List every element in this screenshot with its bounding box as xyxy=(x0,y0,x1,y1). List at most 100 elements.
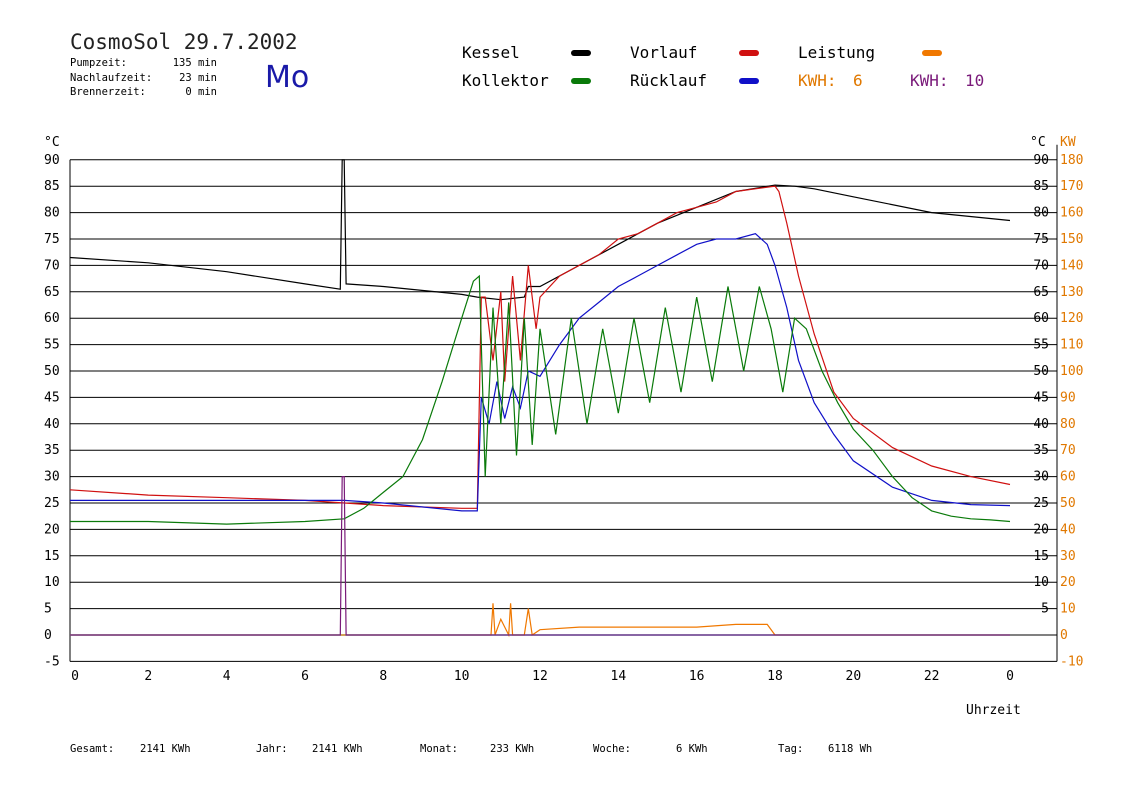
x-tick: 18 xyxy=(767,669,783,684)
y-tick-right: 45 xyxy=(1033,390,1049,405)
y-tick-right: 15 xyxy=(1033,549,1049,564)
y-tick-left: 75 xyxy=(44,232,60,247)
y-tick-kw: 170 xyxy=(1060,179,1083,194)
footer-tag-value: 6118 Wh xyxy=(828,743,873,755)
y-tick-right: 85 xyxy=(1033,179,1049,194)
footer-woche-label: Woche: xyxy=(593,743,631,755)
y-tick-right: 75 xyxy=(1033,232,1049,247)
legend-kwh1-value: 6 xyxy=(853,71,863,90)
series-line-kessel xyxy=(69,159,1011,301)
y-tick-kw: -10 xyxy=(1060,654,1083,669)
y-tick-left: 60 xyxy=(44,311,60,326)
legend-vorlauf-label: Vorlauf xyxy=(630,43,698,62)
legend-ruecklauf-swatch xyxy=(739,78,759,84)
tick-layer: -505101520253035404550556065707580859051… xyxy=(44,153,1083,684)
y-tick-right: 80 xyxy=(1033,206,1049,221)
stat-label-brennerzeit: Brennerzeit: xyxy=(70,86,146,98)
x-tick: 6 xyxy=(301,669,309,684)
y-tick-kw: 0 xyxy=(1060,628,1068,643)
y-tick-kw: 70 xyxy=(1060,443,1076,458)
legend-kollektor-swatch xyxy=(571,78,591,84)
y-tick-right: 5 xyxy=(1041,602,1049,617)
footer-woche-value: 6 KWh xyxy=(676,743,708,755)
series-line-kollektor xyxy=(70,274,1011,525)
stat-value-nachlaufzeit: 23 min xyxy=(179,72,217,84)
legend-leistung-label: Leistung xyxy=(798,43,876,62)
y-tick-kw: 140 xyxy=(1060,258,1083,273)
y-tick-right: 70 xyxy=(1033,258,1049,273)
footer-monat-label: Monat: xyxy=(420,743,458,755)
x-tick: 14 xyxy=(611,669,627,684)
y-tick-kw: 160 xyxy=(1060,206,1083,221)
y-tick-kw: 130 xyxy=(1060,285,1083,300)
y-tick-left: 20 xyxy=(44,522,60,537)
y-tick-kw: 40 xyxy=(1060,522,1076,537)
y-tick-right: 65 xyxy=(1033,285,1049,300)
y-tick-left: 50 xyxy=(44,364,60,379)
y-tick-kw: 100 xyxy=(1060,364,1083,379)
y-tick-left: 55 xyxy=(44,338,60,353)
y-tick-left: 80 xyxy=(44,206,60,221)
stat-label-pumpzeit: Pumpzeit: xyxy=(70,57,127,69)
y-tick-left: 90 xyxy=(44,153,60,168)
x-tick: 4 xyxy=(223,669,231,684)
footer-gesamt-value: 2141 KWh xyxy=(140,743,191,755)
y-tick-left: 30 xyxy=(44,470,60,485)
y-tick-right: 50 xyxy=(1033,364,1049,379)
series-layer xyxy=(69,159,1011,638)
chart-title: CosmoSol 29.7.2002 xyxy=(70,30,298,54)
x-tick: 20 xyxy=(846,669,862,684)
y-tick-right: 20 xyxy=(1033,522,1049,537)
y-tick-kw: 20 xyxy=(1060,575,1076,590)
y-tick-right: 10 xyxy=(1033,575,1049,590)
footer-jahr-value: 2141 KWh xyxy=(312,743,363,755)
stat-value-pumpzeit: 135 min xyxy=(172,57,217,69)
y-tick-kw: 60 xyxy=(1060,470,1076,485)
footer-gesamt-label: Gesamt: xyxy=(70,743,115,755)
y-tick-left: 0 xyxy=(44,628,52,643)
x-tick: 8 xyxy=(379,669,387,684)
x-tick: 2 xyxy=(144,669,152,684)
legend-kwh2-label: KWH: xyxy=(910,71,949,90)
y-tick-right: 25 xyxy=(1033,496,1049,511)
y-tick-left: 65 xyxy=(44,285,60,300)
y-tick-left: 40 xyxy=(44,417,60,432)
y-tick-kw: 90 xyxy=(1060,390,1076,405)
series-line-brenner xyxy=(70,476,1010,636)
y-tick-left: 35 xyxy=(44,443,60,458)
x-tick: 10 xyxy=(454,669,470,684)
series-line-rcklauf xyxy=(70,233,1011,512)
weekday-label: Mo xyxy=(265,60,310,95)
legend-leistung-swatch xyxy=(922,50,942,56)
y-tick-kw: 180 xyxy=(1060,153,1083,168)
x-tick: 12 xyxy=(532,669,548,684)
y-tick-left: 5 xyxy=(44,602,52,617)
y-tick-kw: 150 xyxy=(1060,232,1083,247)
y-axis-unit-right: °C xyxy=(1030,135,1046,150)
footer-monat-value: 233 KWh xyxy=(490,743,535,755)
y-tick-right: 40 xyxy=(1033,417,1049,432)
y-tick-left: 25 xyxy=(44,496,60,511)
y-tick-right: 60 xyxy=(1033,311,1049,326)
y-tick-left: 85 xyxy=(44,179,60,194)
y-tick-left: 10 xyxy=(44,575,60,590)
y-axis-unit-kw: KW xyxy=(1060,135,1076,150)
y-tick-right: 90 xyxy=(1033,153,1049,168)
legend-kessel-label: Kessel xyxy=(462,43,520,62)
legend-kessel-swatch xyxy=(571,50,591,56)
footer-tag-label: Tag: xyxy=(778,743,804,755)
legend-ruecklauf-label: Rücklauf xyxy=(630,71,708,90)
y-tick-left: 15 xyxy=(44,549,60,564)
y-tick-kw: 50 xyxy=(1060,496,1076,511)
y-tick-kw: 30 xyxy=(1060,549,1076,564)
x-axis-label: Uhrzeit xyxy=(966,703,1021,718)
stat-value-brennerzeit: 0 min xyxy=(185,86,217,98)
y-tick-right: 35 xyxy=(1033,443,1049,458)
y-tick-kw: 110 xyxy=(1060,338,1083,353)
x-tick: 0 xyxy=(1006,669,1014,684)
y-tick-kw: 80 xyxy=(1060,417,1076,432)
series-line-vorlauf xyxy=(69,185,1011,509)
legend-kwh2-value: 10 xyxy=(965,71,985,90)
series-line-leistung xyxy=(70,603,1010,638)
